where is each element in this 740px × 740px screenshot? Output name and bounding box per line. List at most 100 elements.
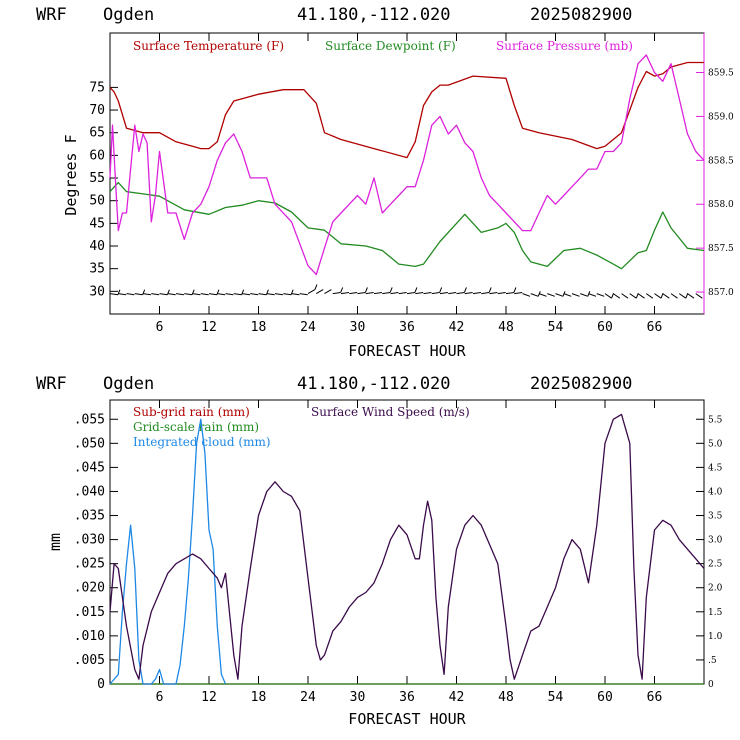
wind-barb	[332, 291, 341, 295]
wind-barbs-row	[109, 284, 703, 299]
top-y-tick-label: 60	[89, 148, 105, 163]
wind-barb	[464, 291, 473, 295]
wind-barb	[423, 291, 432, 295]
bottom-y2-tick-label: 3.5	[708, 512, 723, 522]
bottom-y2-tick-label: .5	[708, 656, 717, 666]
bottom-run-label: 2025082900	[530, 374, 632, 394]
bottom-y-tick-label: .025	[74, 557, 105, 572]
wind-barb	[472, 291, 481, 295]
wind-barb	[555, 293, 564, 297]
wind-barb	[159, 293, 168, 296]
top-y2-tick-label: 859.5	[708, 69, 734, 79]
series-line-surface-dewpoint-f	[109, 181, 705, 270]
top-series-group	[109, 54, 705, 276]
wind-barb	[431, 291, 440, 295]
wind-barb	[299, 293, 308, 296]
bottom-y-tick-label: .030	[74, 533, 105, 548]
bottom-y2-tick-label: 5.5	[708, 415, 723, 425]
top-y2-tick-label: 859.0	[708, 112, 734, 122]
top-y-tick-label: 40	[89, 239, 105, 254]
wind-barb	[315, 289, 324, 295]
wind-barb	[439, 291, 448, 295]
top-x-tick-label: 48	[498, 320, 514, 335]
bottom-axis-ticks: 6 12 18 24 30 36 42 48 54 60 66 0 .005 .010 .015 .020 .0…	[74, 400, 723, 705]
wind-barb	[588, 293, 597, 297]
bottom-x-tick-label: 30	[350, 690, 366, 705]
wind-barb	[687, 293, 695, 299]
bottom-y2-tick-label: 2.5	[708, 560, 723, 570]
wind-barb	[448, 291, 457, 295]
bottom-y-tick-label: .050	[74, 436, 105, 451]
top-x-tick-label: 42	[449, 320, 465, 335]
top-y-tick-label: 55	[89, 171, 105, 186]
wind-barb	[109, 293, 118, 296]
wind-barb	[415, 291, 424, 295]
bottom-y2-tick-label: 1.5	[708, 608, 723, 618]
wind-barb	[151, 293, 160, 296]
wind-barb	[266, 293, 275, 296]
wind-barb	[489, 291, 498, 295]
bottom-y2-tick-label: 2.0	[708, 584, 723, 594]
wind-barb	[654, 293, 662, 299]
wind-barb-flag	[488, 287, 492, 293]
bottom-y-axis-label: mm	[46, 533, 64, 551]
wind-barb	[382, 291, 391, 295]
wind-barb	[274, 293, 283, 296]
legend-dewpoint: Surface Dewpoint (F)	[325, 39, 456, 53]
bottom-y2-tick-label: 0	[708, 680, 714, 690]
wind-barb	[563, 293, 572, 297]
top-y2-tick-label: 858.5	[708, 156, 734, 166]
wind-barb-flag	[340, 287, 344, 293]
wind-barb	[398, 291, 407, 295]
wind-barb	[629, 293, 637, 299]
wind-barb	[571, 293, 580, 297]
wind-barb	[604, 293, 612, 299]
wind-barb	[340, 291, 349, 295]
series-line-surface-temperature-f	[109, 61, 704, 159]
bottom-y-tick-label: .010	[74, 629, 105, 644]
bottom-y-tick-label: .035	[74, 509, 105, 524]
top-y-tick-label: 65	[89, 126, 105, 141]
top-plot-frame	[109, 32, 705, 315]
bottom-y-tick-label: .040	[74, 484, 105, 499]
wind-barb-flag	[439, 287, 443, 293]
wind-barb	[456, 291, 465, 295]
wind-barb	[406, 291, 415, 295]
wind-barb	[307, 289, 316, 295]
wind-barb	[283, 293, 292, 296]
legend-wind-speed: Surface Wind Speed (m/s)	[311, 405, 470, 419]
wind-barb	[637, 293, 645, 299]
wind-barb	[126, 293, 135, 296]
wind-barb	[365, 291, 374, 295]
top-x-tick-label: 36	[399, 320, 415, 335]
wind-barb	[596, 293, 605, 297]
top-run-label: 2025082900	[530, 5, 632, 25]
wind-barb-flag	[364, 287, 368, 293]
top-axis-ticks: 6 12 18 24 30 36 42 48 54 60 66 30 35 40 45 50 55 60 65 70 7…	[89, 33, 734, 335]
wind-barb	[497, 291, 506, 295]
wind-barb	[175, 293, 184, 296]
wind-barb	[233, 293, 242, 296]
wind-barb	[530, 293, 539, 297]
wind-barb	[291, 293, 300, 296]
wind-barb	[184, 293, 193, 296]
bottom-model-label: WRF	[36, 374, 67, 394]
top-x-tick-label: 6	[156, 320, 164, 335]
bottom-y-tick-label: 0	[97, 677, 105, 692]
wind-barb-flag	[513, 287, 517, 293]
top-y2-tick-label: 858.0	[708, 200, 734, 210]
bottom-series-group	[109, 413, 705, 685]
bottom-y2-tick-label: 1.0	[708, 632, 723, 642]
wind-barb	[505, 291, 514, 295]
top-x-tick-label: 60	[597, 320, 613, 335]
bottom-x-tick-label: 6	[156, 690, 164, 705]
bottom-x-tick-label: 24	[300, 690, 316, 705]
top-y-tick-label: 75	[89, 80, 105, 95]
wind-barb	[241, 293, 250, 296]
wind-barb	[200, 293, 209, 296]
top-x-tick-label: 12	[201, 320, 217, 335]
bottom-x-tick-label: 12	[201, 690, 217, 705]
top-x-tick-label: 30	[350, 320, 366, 335]
wind-barb	[538, 293, 547, 297]
top-x-axis-label: FORECAST HOUR	[348, 342, 466, 360]
